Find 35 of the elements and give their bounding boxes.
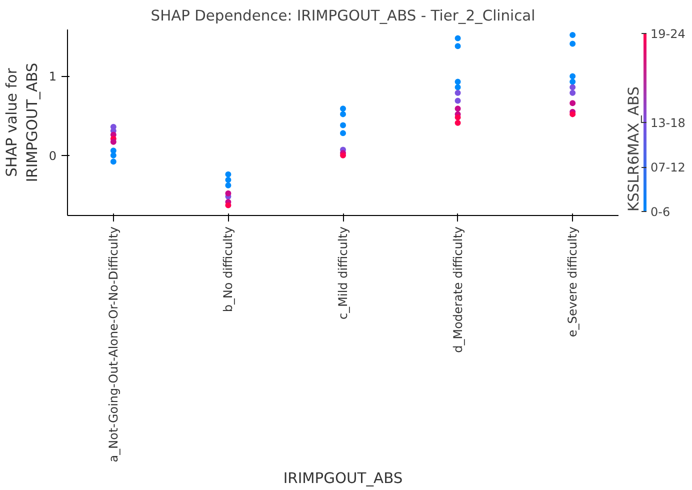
point (570, 73, 576, 80)
point (454, 114, 461, 120)
point (225, 176, 232, 183)
point (570, 78, 576, 85)
point (225, 171, 232, 178)
point (454, 84, 461, 90)
text: 19-24 (650, 27, 686, 41)
x-tick-label: b_No difficulty (221, 226, 236, 312)
point (570, 84, 576, 90)
point (454, 90, 461, 96)
point (570, 40, 576, 47)
text: 0-6 (650, 205, 670, 219)
point (454, 35, 461, 42)
color-bar-title: KSSLR6MAX_ABS (626, 86, 642, 212)
x-tick-label: e_Severe difficulty (566, 226, 580, 338)
text: 07-12 (650, 160, 686, 174)
point (340, 122, 346, 128)
point (340, 106, 346, 112)
point (570, 111, 576, 118)
text: 13-18 (650, 116, 686, 130)
point (454, 120, 461, 126)
point (570, 32, 576, 38)
point (225, 182, 232, 188)
point (340, 130, 346, 136)
y-axis-title: SHAP value for IRIMPGOUT_ABS (3, 62, 41, 182)
chart-title: SHAP Dependence: IRIMPGOUT_ABS - Tier_2_Clinical (150, 8, 536, 24)
x-tick-label: c_Mild difficulty (336, 226, 350, 320)
y-tick-label: 0 (48, 148, 57, 163)
x-axis-title: IRIMPGOUT_ABS (283, 470, 403, 488)
point (454, 43, 461, 50)
point (340, 111, 346, 118)
x-tick-label: a_Not-Going-Out-Alone-Or-No-Difficulty (106, 226, 120, 462)
y-tick-label: 1 (48, 70, 57, 84)
point (454, 78, 461, 85)
x-tick-label: d_Moderate difficulty (450, 226, 465, 353)
